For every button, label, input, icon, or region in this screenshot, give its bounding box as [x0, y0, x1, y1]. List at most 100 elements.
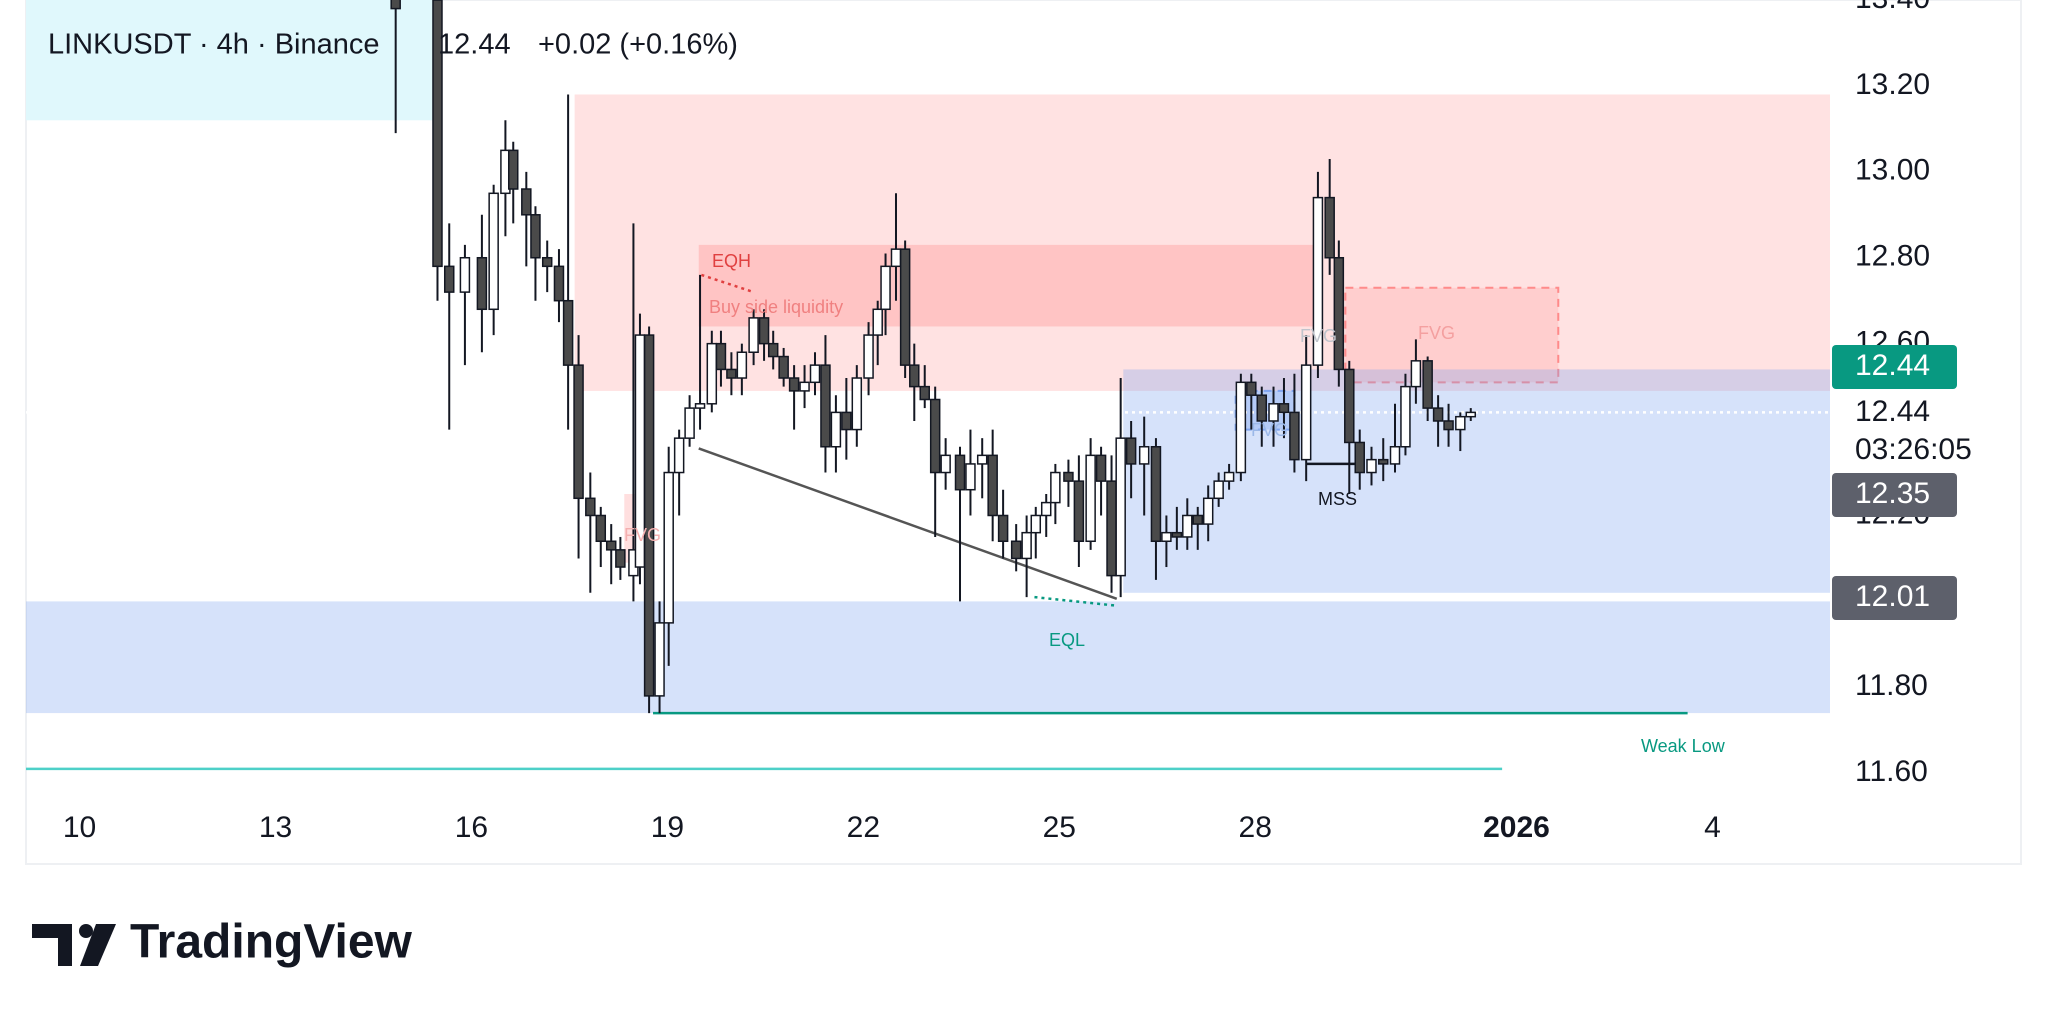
candle-body: [1182, 514, 1193, 538]
candle-body: [1443, 420, 1454, 431]
level-line: [698, 447, 1118, 600]
candle-body: [1422, 360, 1433, 409]
candle-body: [1333, 256, 1345, 371]
candle-body: [788, 377, 800, 392]
price-badge-label: 12.35: [1855, 477, 1930, 510]
candle-body: [488, 192, 499, 311]
candle-body: [432, 0, 443, 268]
candle-body: [530, 214, 541, 259]
candle-body: [890, 248, 902, 268]
candle-body: [553, 265, 565, 302]
candle-body: [899, 248, 911, 366]
candle-body: [851, 377, 863, 431]
annotation: Weak Low: [1641, 736, 1726, 756]
candle-body: [954, 454, 966, 491]
candle-body: [919, 385, 930, 401]
x-tick-label: 22: [847, 811, 880, 844]
candle-body: [1171, 531, 1183, 538]
price-badge-label: 12.44: [1855, 395, 1930, 428]
candle-body: [1246, 381, 1257, 396]
y-tick-label: 11.80: [1855, 669, 1928, 702]
candle-body: [799, 381, 810, 392]
candle-body: [1095, 454, 1107, 482]
candle-body: [976, 454, 988, 465]
candle-body: [1324, 196, 1335, 259]
candle-body: [615, 549, 626, 568]
x-tick-label: 25: [1043, 811, 1076, 844]
candle-body: [1354, 441, 1365, 474]
candle-body: [1366, 458, 1377, 474]
price-change: +0.02 (+0.16%): [538, 29, 738, 61]
candle-body: [1192, 514, 1204, 525]
candle-body: [562, 299, 574, 366]
candle-body: [748, 317, 759, 353]
x-tick-label: 4: [1704, 811, 1721, 844]
candle-body: [715, 342, 727, 371]
candle-body: [390, 0, 401, 10]
candle-body: [521, 188, 532, 216]
candle-body: [476, 256, 488, 311]
candle-body: [1312, 196, 1324, 366]
candle-body: [1213, 480, 1224, 500]
candle-body: [1235, 381, 1247, 474]
candle-body: [1432, 407, 1444, 422]
candle-body: [443, 265, 455, 293]
candle-body: [820, 364, 831, 448]
y-tick-label: 13.40: [1855, 0, 1930, 15]
price-badge-label: 12.01: [1855, 580, 1930, 613]
candle-body: [1063, 471, 1074, 482]
candle-body: [1344, 368, 1355, 444]
candle-body: [654, 622, 665, 697]
price-badge-label: 12.44: [1855, 349, 1930, 382]
candle-body: [1030, 514, 1042, 534]
candle-body: [880, 265, 891, 311]
candle-body: [1150, 446, 1162, 543]
candle-body: [595, 514, 607, 543]
candle-body: [1389, 446, 1401, 465]
axes: 13.4013.2013.0012.8012.6012.2011.8011.60…: [63, 0, 1972, 844]
candle-body: [1202, 497, 1214, 525]
annotation: EQL: [1049, 630, 1085, 650]
x-tick-label: 2026: [1483, 811, 1550, 844]
zone: [1344, 286, 1560, 384]
candle-body: [1223, 471, 1235, 482]
candle-body: [726, 368, 737, 379]
candle-body: [706, 342, 718, 405]
candle-body: [1410, 360, 1422, 388]
candle-body: [643, 334, 655, 697]
candle-body: [1289, 411, 1300, 461]
candle-body: [909, 364, 920, 388]
annotation: FVG: [1251, 420, 1288, 440]
candle-body: [872, 308, 883, 336]
annotation: FVG: [1300, 326, 1337, 346]
candle-body: [684, 407, 695, 439]
candle-body: [1115, 437, 1126, 577]
brand-logo: TradingView: [32, 916, 413, 969]
last-price: 12.44: [438, 29, 511, 61]
zone: [574, 94, 1830, 391]
candle-body: [997, 514, 1009, 543]
brand-name: TradingView: [130, 916, 413, 969]
candle-body: [673, 437, 685, 474]
candle-body: [1106, 480, 1117, 577]
candle-body: [830, 411, 842, 448]
candle-body: [1040, 501, 1052, 517]
plot-area: EQH Buy side liquidity FVG FVG FVG FVG EQL MSS W…: [26, 0, 1830, 771]
chart-frame: [25, 0, 2022, 865]
candle-body: [694, 403, 706, 409]
annotation: MSS: [1318, 489, 1357, 509]
y-tick-label: 13.20: [1855, 68, 1930, 101]
zone: [26, 0, 438, 121]
y-tick-label: 11.60: [1855, 755, 1928, 788]
zone: [26, 601, 1830, 714]
candle-body: [459, 256, 471, 293]
candle-body: [1256, 394, 1268, 422]
candle-body: [965, 463, 976, 491]
candle-body: [573, 364, 584, 500]
annotation: FVG: [1418, 323, 1455, 343]
symbol: LINKUSDT · 4h · Binance: [48, 29, 380, 61]
candle-body: [736, 351, 748, 379]
x-tick-label: 19: [651, 811, 684, 844]
